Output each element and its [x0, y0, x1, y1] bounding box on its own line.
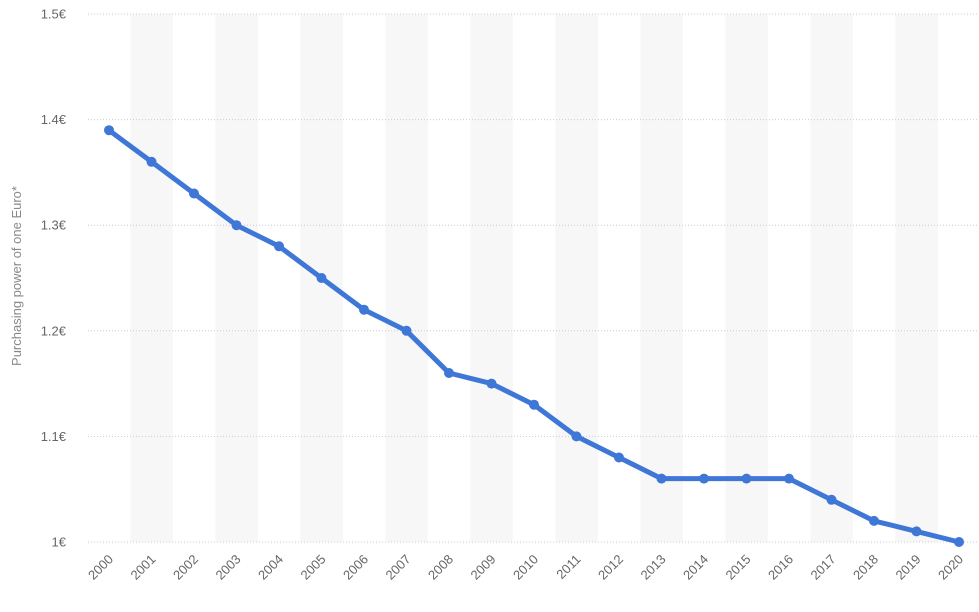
column-band — [640, 14, 683, 542]
column-band — [725, 14, 768, 542]
data-point[interactable] — [444, 368, 454, 378]
x-tick-label: 2005 — [298, 552, 329, 583]
data-point[interactable] — [571, 431, 582, 442]
x-tick-label: 2004 — [255, 552, 286, 583]
data-point[interactable] — [784, 473, 794, 484]
y-tick-label: 1.2€ — [41, 323, 67, 338]
x-tick-label: 2012 — [595, 552, 626, 583]
data-point[interactable] — [401, 325, 412, 336]
x-tick-label: 2013 — [638, 552, 669, 583]
x-tick-label: 2003 — [213, 552, 244, 583]
column-band — [215, 14, 258, 542]
x-axis-ticks: 2000 2001 2002 2003 2004 2005 2006 2007 2008 2009… — [85, 552, 966, 583]
y-axis-title: Purchasing power of one Euro* — [9, 186, 24, 366]
data-point[interactable] — [316, 273, 327, 283]
x-tick-label: 2015 — [723, 552, 754, 583]
y-tick-label: 1.1€ — [41, 429, 67, 444]
data-point[interactable] — [869, 515, 879, 526]
data-point[interactable] — [359, 304, 369, 315]
data-point[interactable] — [274, 241, 284, 252]
x-tick-label: 2009 — [468, 552, 499, 583]
x-tick-label: 2000 — [85, 552, 116, 583]
y-tick-label: 1.5€ — [41, 7, 67, 22]
data-point[interactable] — [486, 378, 497, 389]
data-point[interactable] — [614, 452, 624, 463]
y-tick-label: 1€ — [52, 535, 67, 550]
column-band — [810, 14, 853, 542]
x-tick-label: 2001 — [128, 552, 159, 583]
x-tick-label: 2018 — [850, 552, 881, 583]
x-tick-label: 2017 — [808, 552, 839, 583]
column-band — [385, 14, 428, 542]
data-point[interactable] — [741, 473, 752, 484]
data-point[interactable] — [231, 220, 242, 231]
data-point[interactable] — [146, 156, 157, 167]
x-tick-label: 2008 — [425, 552, 456, 583]
data-point[interactable] — [104, 125, 114, 136]
data-point[interactable] — [529, 399, 539, 410]
x-tick-label: 2007 — [383, 552, 414, 583]
column-bands — [130, 14, 938, 542]
x-tick-label: 2014 — [680, 552, 711, 583]
column-band — [130, 14, 173, 542]
x-tick-label: 2019 — [893, 552, 924, 583]
y-tick-label: 1.3€ — [41, 218, 67, 233]
x-tick-label: 2006 — [340, 552, 371, 583]
data-point[interactable] — [189, 188, 199, 199]
column-band — [470, 14, 513, 542]
y-axis-ticks: 1€ 1.1€ 1.2€ 1.3€ 1.4€ 1.5€ — [41, 7, 67, 550]
x-tick-label: 2010 — [510, 552, 541, 583]
data-point[interactable] — [699, 473, 709, 484]
data-point[interactable] — [954, 537, 964, 547]
y-tick-label: 1.4€ — [41, 112, 67, 127]
x-tick-label: 2002 — [170, 552, 201, 583]
data-point[interactable] — [656, 473, 667, 484]
x-tick-label: 2016 — [765, 552, 796, 583]
data-point[interactable] — [911, 526, 922, 537]
series-group — [104, 125, 964, 547]
x-tick-label: 2011 — [553, 552, 583, 582]
column-band — [895, 14, 938, 542]
column-band — [555, 14, 598, 542]
data-point[interactable] — [826, 494, 837, 505]
x-tick-label: 2020 — [935, 552, 966, 583]
